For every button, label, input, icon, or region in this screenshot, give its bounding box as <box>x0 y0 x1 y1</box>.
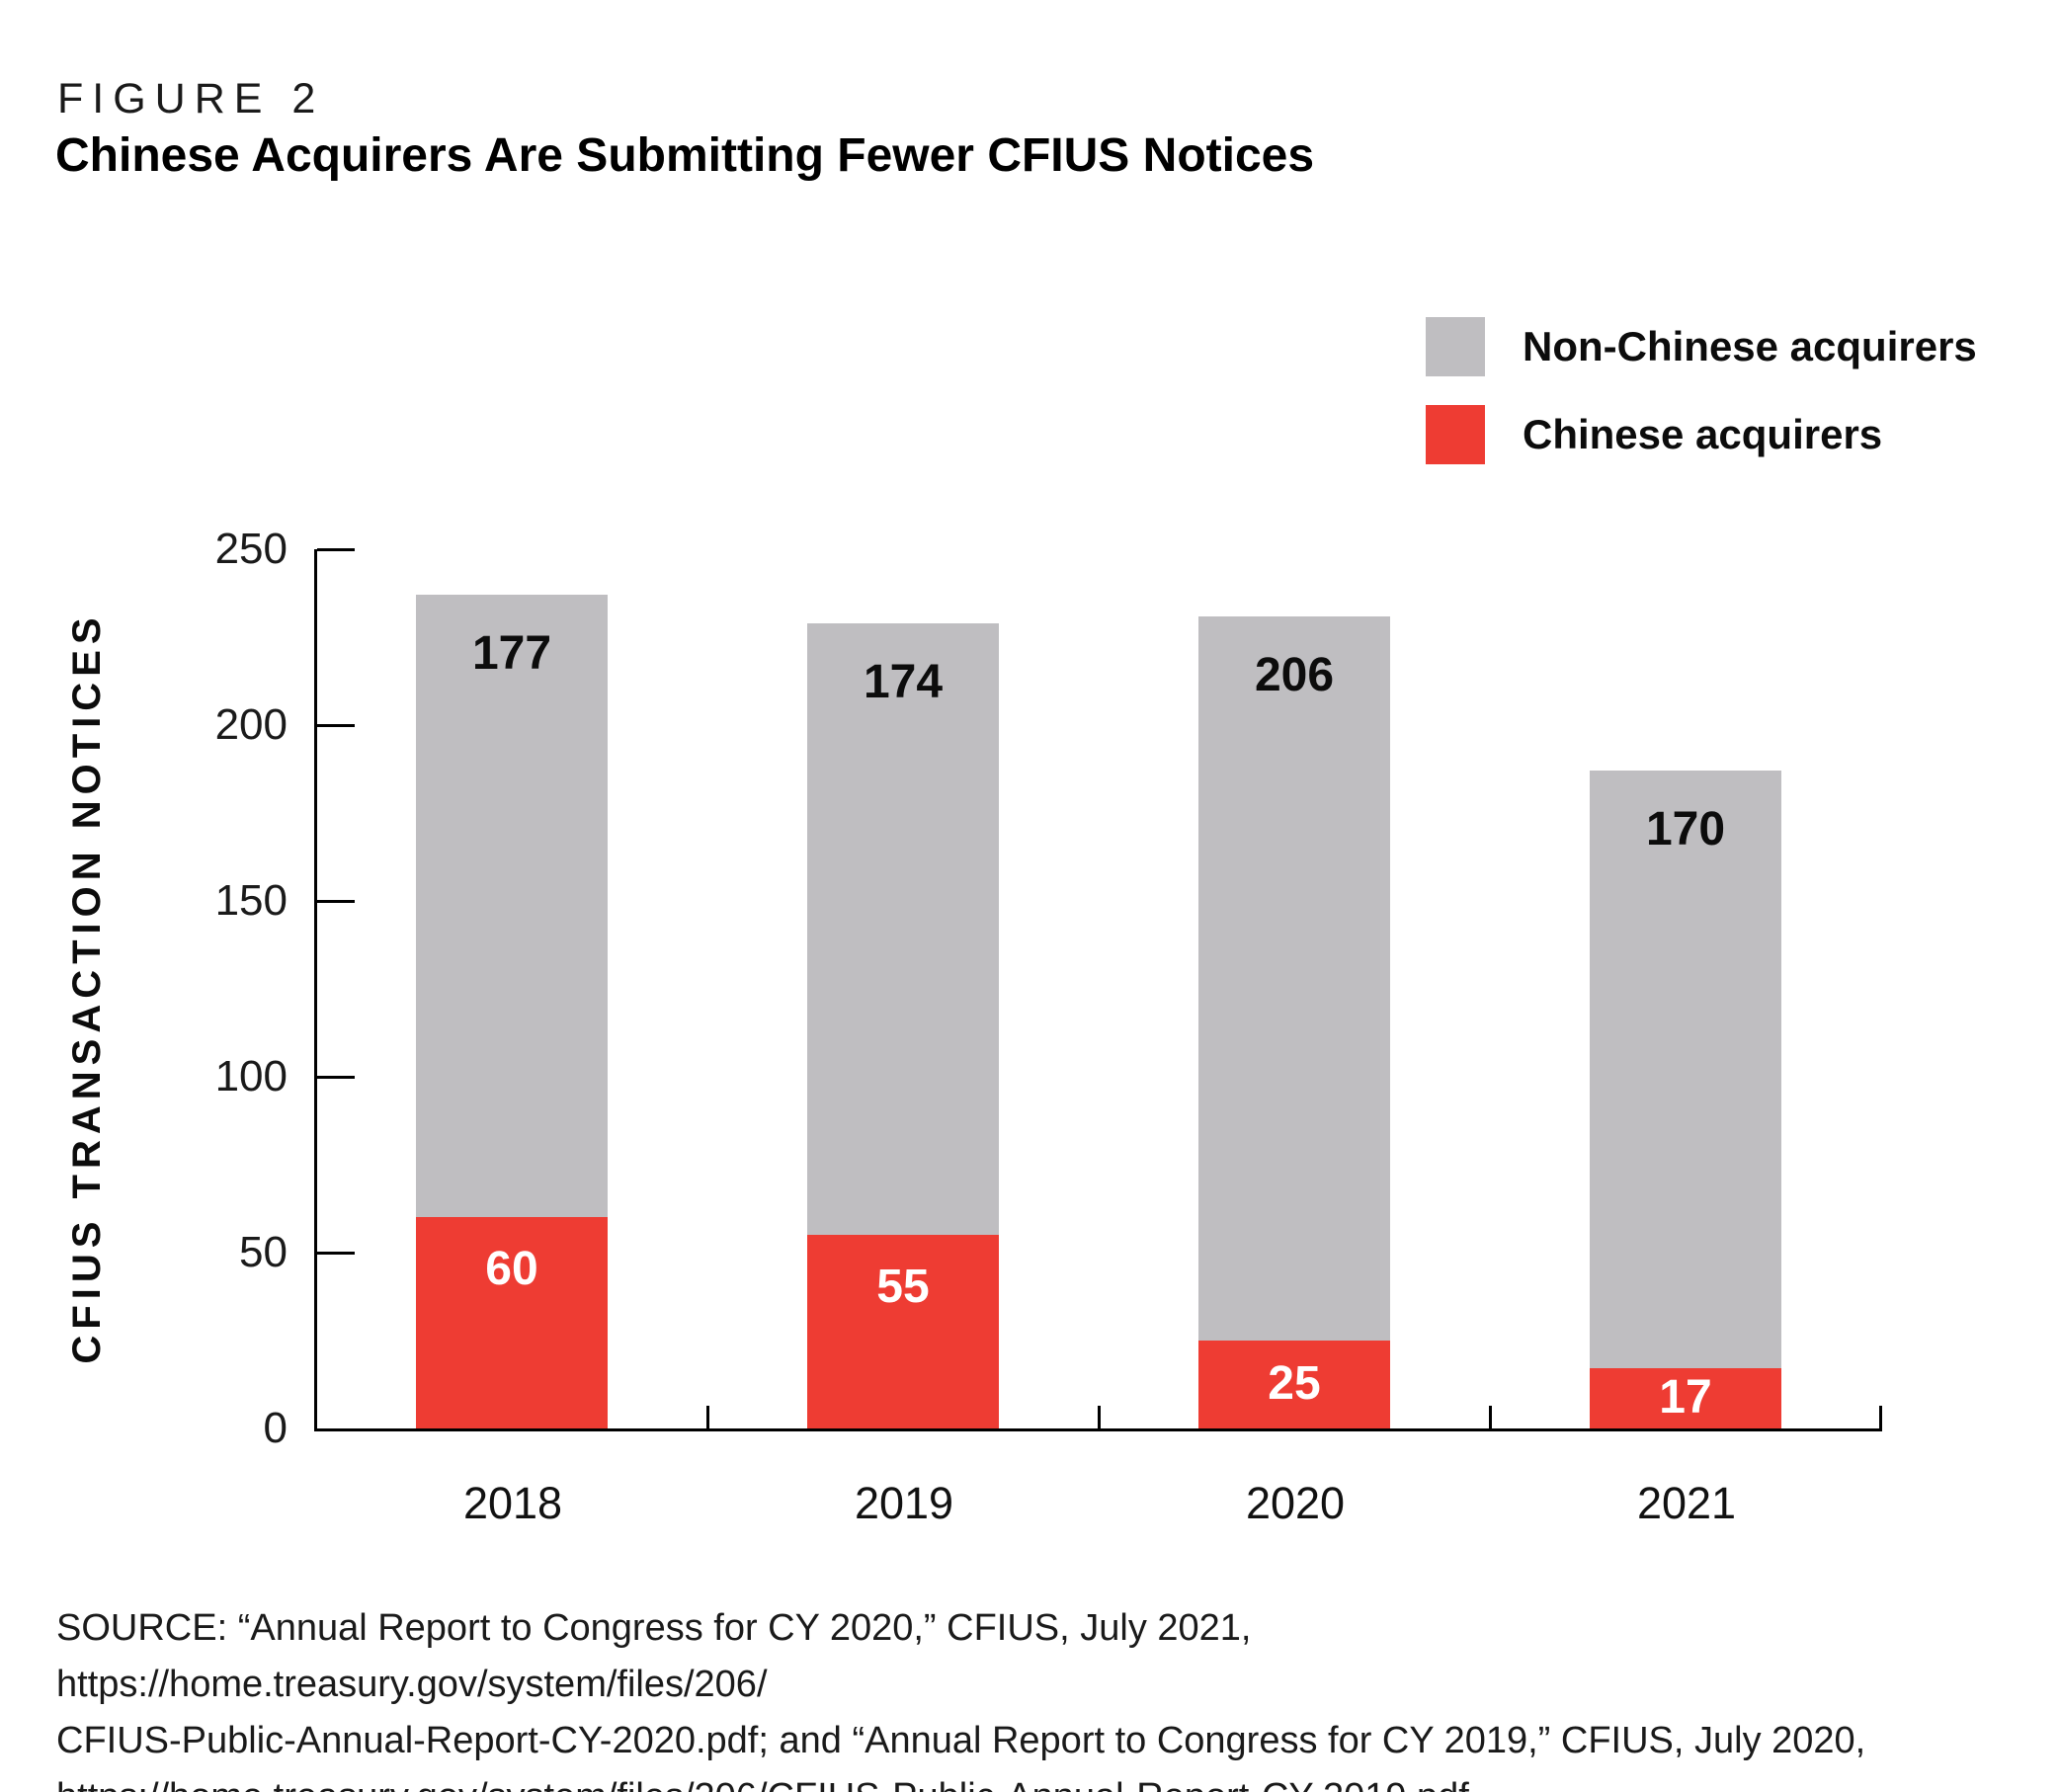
value-label-chinese-2019: 55 <box>876 1261 930 1314</box>
source-note: SOURCE: “Annual Report to Congress for C… <box>56 1607 1866 1792</box>
bar-segment-chinese-2019 <box>807 1235 999 1428</box>
y-axis-title: CFIUS TRANSACTION NOTICES <box>65 611 109 1364</box>
value-label-non-chinese-2019: 174 <box>863 655 944 708</box>
x-axis-tick <box>1098 1406 1101 1428</box>
legend-swatch-chinese-icon <box>1426 405 1485 464</box>
legend-swatch-non-chinese-icon <box>1426 317 1485 376</box>
legend-label-non-chinese: Non-Chinese acquirers <box>1523 323 1977 369</box>
value-label-non-chinese-2021: 170 <box>1645 803 1726 856</box>
y-axis-tick-label: 150 <box>214 876 288 925</box>
y-axis-tick-label: 50 <box>239 1228 288 1276</box>
y-axis-tick <box>317 1251 355 1255</box>
chart-legend: Non-Chinese acquirers Chinese acquirers <box>1426 317 1977 493</box>
x-category-label-2019: 2019 <box>854 1478 954 1528</box>
x-axis-tick <box>706 1406 709 1428</box>
bar-2018: 177 60 <box>416 595 608 1428</box>
value-label-chinese-2018: 60 <box>485 1243 538 1296</box>
x-axis-end-tick <box>1879 1406 1882 1428</box>
bar-2020: 206 25 <box>1198 615 1390 1428</box>
y-axis-tick <box>317 1075 355 1079</box>
y-axis-tick <box>317 547 355 551</box>
value-label-chinese-2020: 25 <box>1268 1356 1321 1410</box>
value-label-non-chinese-2020: 206 <box>1254 648 1335 701</box>
bar-segment-chinese-2018 <box>416 1217 608 1428</box>
bar-2021: 170 17 <box>1590 771 1781 1428</box>
y-axis-tick-label: 200 <box>214 700 288 749</box>
value-label-chinese-2021: 17 <box>1659 1370 1712 1424</box>
y-axis-tick-label: 0 <box>263 1404 288 1452</box>
y-axis-tick <box>317 723 355 727</box>
value-label-non-chinese-2018: 177 <box>471 627 552 681</box>
x-category-label-2021: 2021 <box>1636 1478 1737 1528</box>
bar-segment-chinese-2020 <box>1198 1341 1390 1428</box>
plot-area: 0 50 100 150 200 250 177 60 2018 174 55 2019 206 25 20… <box>215 528 1882 1527</box>
y-axis-tick-label: 100 <box>214 1052 288 1100</box>
x-category-label-2020: 2020 <box>1245 1478 1346 1528</box>
legend-label-chinese: Chinese acquirers <box>1523 411 1883 457</box>
legend-item-non-chinese: Non-Chinese acquirers <box>1426 317 1977 376</box>
bar-2019: 174 55 <box>807 622 999 1428</box>
x-category-label-2018: 2018 <box>462 1478 563 1528</box>
bar-segment-chinese-2021 <box>1590 1368 1781 1428</box>
figure-title: Chinese Acquirers Are Submitting Fewer C… <box>55 129 1315 182</box>
y-axis-tick <box>317 899 355 903</box>
y-axis-tick-label: 250 <box>214 525 288 573</box>
legend-item-chinese: Chinese acquirers <box>1426 405 1977 464</box>
figure-kicker: FIGURE 2 <box>57 75 325 122</box>
x-axis-tick <box>1489 1406 1492 1428</box>
